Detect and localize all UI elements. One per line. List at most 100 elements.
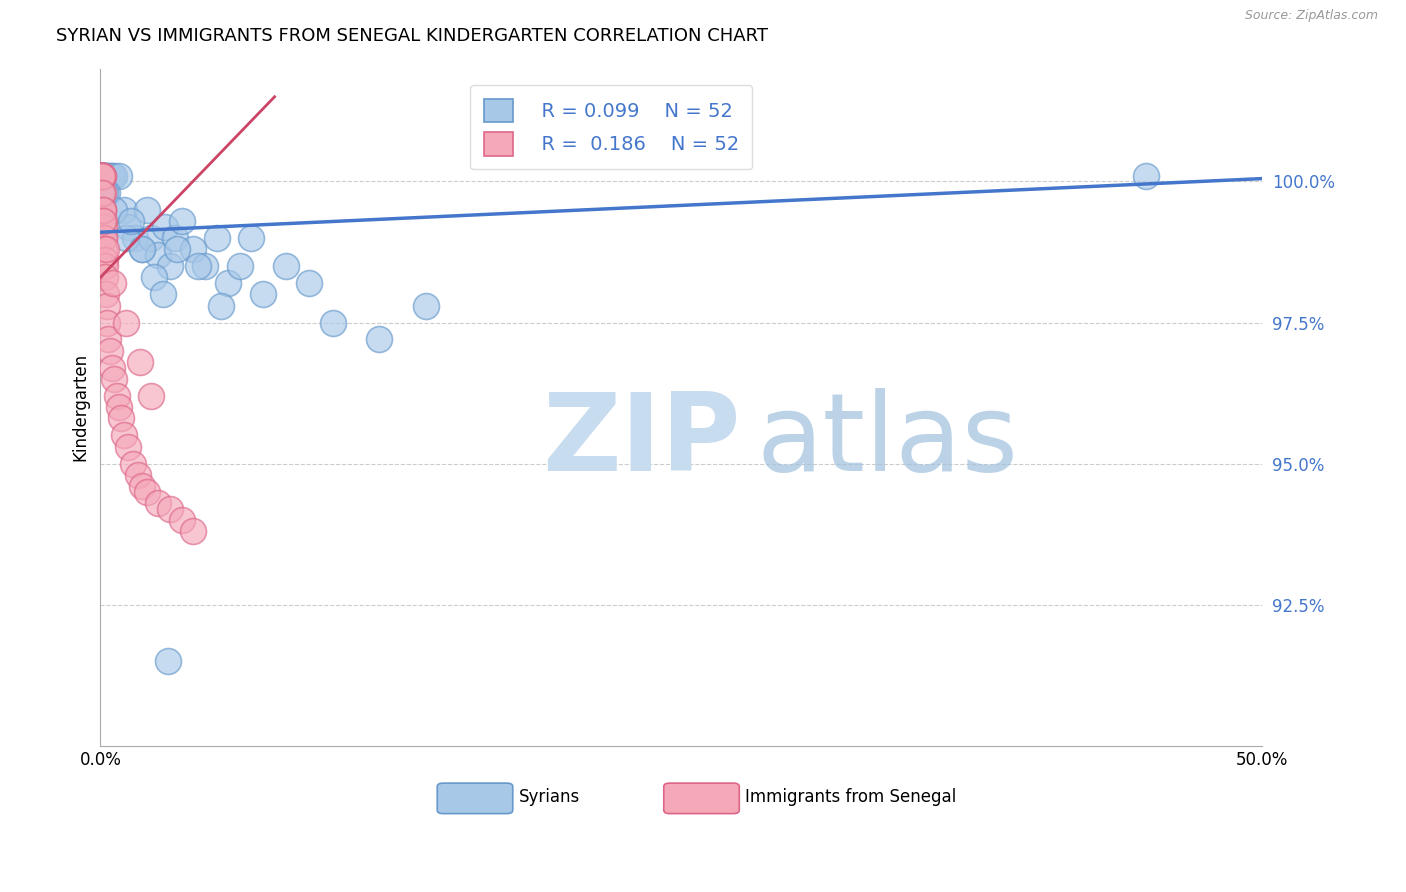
Point bbox=[101, 360, 124, 375]
Point bbox=[1135, 169, 1157, 183]
Point bbox=[117, 440, 139, 454]
Point bbox=[96, 316, 118, 330]
Point bbox=[115, 231, 138, 245]
Point bbox=[90, 169, 112, 183]
Point bbox=[90, 169, 112, 183]
Point bbox=[170, 513, 193, 527]
FancyBboxPatch shape bbox=[437, 783, 513, 814]
Point bbox=[181, 524, 204, 539]
Point bbox=[91, 169, 114, 183]
Point bbox=[93, 253, 115, 268]
Point bbox=[101, 276, 124, 290]
Point bbox=[96, 287, 118, 301]
Point bbox=[122, 457, 145, 471]
Point bbox=[93, 169, 115, 183]
Point bbox=[91, 169, 114, 183]
Point bbox=[110, 411, 132, 425]
Point bbox=[93, 242, 115, 256]
Point bbox=[90, 169, 112, 183]
Point bbox=[90, 169, 112, 183]
Text: Source: ZipAtlas.com: Source: ZipAtlas.com bbox=[1244, 9, 1378, 22]
Point bbox=[91, 202, 114, 217]
Point bbox=[148, 496, 170, 510]
Point bbox=[103, 202, 125, 217]
Point bbox=[91, 186, 114, 200]
Point bbox=[240, 231, 263, 245]
Point bbox=[91, 202, 114, 217]
Point bbox=[91, 169, 114, 183]
Point bbox=[94, 259, 117, 273]
Text: atlas: atlas bbox=[756, 388, 1019, 494]
Point bbox=[91, 169, 114, 183]
Point bbox=[276, 259, 298, 273]
Point bbox=[159, 259, 181, 273]
Point bbox=[91, 169, 114, 183]
Point bbox=[93, 219, 115, 234]
Point bbox=[90, 169, 112, 183]
Point bbox=[156, 654, 179, 668]
Point bbox=[131, 479, 153, 493]
Point bbox=[135, 484, 157, 499]
Point bbox=[131, 242, 153, 256]
Point bbox=[229, 259, 252, 273]
Point bbox=[170, 214, 193, 228]
Point bbox=[166, 242, 188, 256]
Point bbox=[96, 242, 118, 256]
Point bbox=[142, 270, 165, 285]
Point bbox=[148, 248, 170, 262]
Point bbox=[112, 428, 135, 442]
Point bbox=[120, 214, 142, 228]
Point bbox=[90, 169, 112, 183]
Point bbox=[93, 202, 115, 217]
Point bbox=[90, 169, 112, 183]
Point bbox=[415, 299, 437, 313]
Point bbox=[94, 169, 117, 183]
Point bbox=[117, 219, 139, 234]
Point bbox=[155, 219, 177, 234]
Point bbox=[93, 231, 115, 245]
Point bbox=[194, 259, 217, 273]
Point bbox=[131, 242, 153, 256]
Point bbox=[96, 169, 118, 183]
Point bbox=[90, 169, 112, 183]
Point bbox=[205, 231, 228, 245]
Point bbox=[152, 287, 174, 301]
Point bbox=[91, 186, 114, 200]
Point bbox=[252, 287, 274, 301]
Point bbox=[163, 231, 186, 245]
Point bbox=[98, 343, 121, 358]
Point bbox=[322, 316, 344, 330]
Point bbox=[124, 231, 146, 245]
Point bbox=[209, 299, 232, 313]
Point bbox=[368, 333, 391, 347]
Point bbox=[141, 389, 163, 403]
Point bbox=[98, 169, 121, 183]
Point bbox=[108, 401, 131, 415]
Point bbox=[91, 169, 114, 183]
Point bbox=[187, 259, 209, 273]
Text: SYRIAN VS IMMIGRANTS FROM SENEGAL KINDERGARTEN CORRELATION CHART: SYRIAN VS IMMIGRANTS FROM SENEGAL KINDER… bbox=[56, 27, 768, 45]
Point bbox=[181, 242, 204, 256]
Point bbox=[115, 316, 138, 330]
Text: Syrians: Syrians bbox=[519, 788, 579, 805]
Text: Immigrants from Senegal: Immigrants from Senegal bbox=[745, 788, 956, 805]
Point bbox=[90, 169, 112, 183]
Point bbox=[91, 169, 114, 183]
Point bbox=[101, 169, 124, 183]
Point bbox=[91, 169, 114, 183]
Text: ZIP: ZIP bbox=[541, 388, 741, 494]
Point bbox=[90, 169, 112, 183]
Point bbox=[105, 389, 128, 403]
Point bbox=[127, 467, 149, 482]
Point bbox=[93, 214, 115, 228]
Point bbox=[135, 202, 157, 217]
Point bbox=[217, 276, 239, 290]
Point bbox=[108, 169, 131, 183]
Point bbox=[103, 169, 125, 183]
Point bbox=[96, 186, 118, 200]
Point bbox=[93, 214, 115, 228]
Point bbox=[298, 276, 321, 290]
Point bbox=[159, 501, 181, 516]
Point bbox=[91, 169, 114, 183]
Point bbox=[112, 202, 135, 217]
